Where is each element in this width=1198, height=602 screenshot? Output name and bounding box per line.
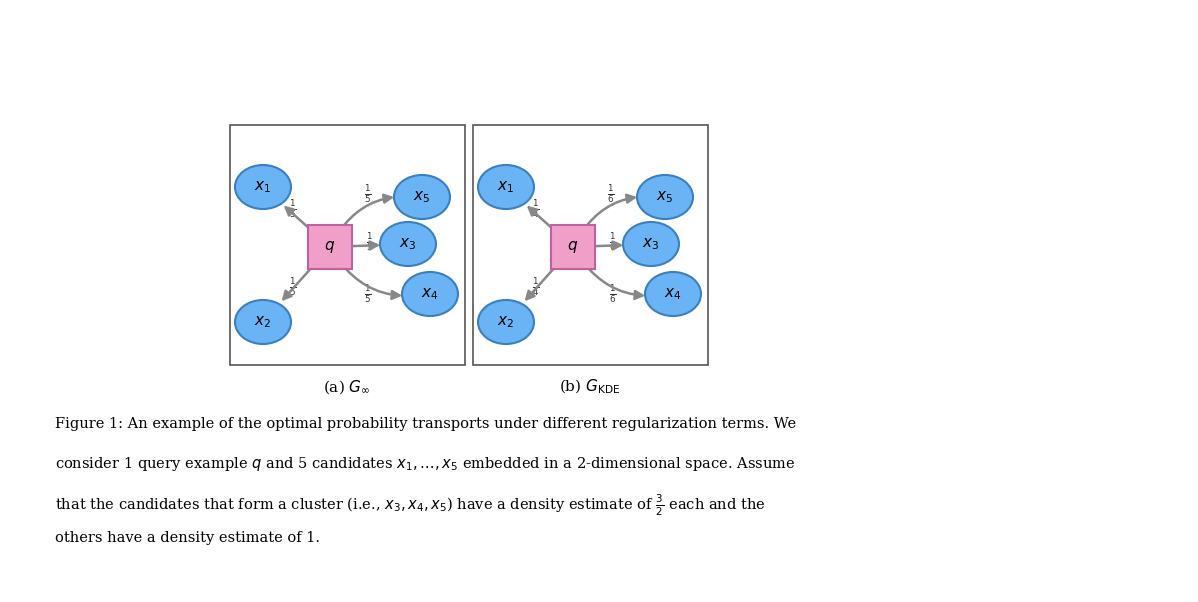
Text: that the candidates that form a cluster (i.e., $x_3,x_4,x_5$) have a density est: that the candidates that form a cluster … [55,493,766,518]
Text: $x_4$: $x_4$ [422,286,438,302]
Text: $x_1$: $x_1$ [254,179,272,195]
Text: $\frac{1}{5}$: $\frac{1}{5}$ [364,183,371,205]
Text: (b) $G_{\mathrm{KDE}}$: (b) $G_{\mathrm{KDE}}$ [559,378,621,396]
Ellipse shape [623,222,679,266]
Text: $x_5$: $x_5$ [657,189,673,205]
Text: $x_3$: $x_3$ [642,236,660,252]
Bar [308,225,352,269]
Text: $\frac{1}{6}$: $\frac{1}{6}$ [610,231,617,253]
Bar [230,125,465,365]
Ellipse shape [394,175,450,219]
Text: $\frac{1}{5}$: $\frac{1}{5}$ [367,231,374,253]
Text: $q$: $q$ [325,239,335,255]
Text: $\frac{1}{4}$: $\frac{1}{4}$ [532,198,540,220]
Text: $\frac{1}{5}$: $\frac{1}{5}$ [364,283,371,305]
Text: $x_4$: $x_4$ [664,286,682,302]
Text: $x_5$: $x_5$ [413,189,430,205]
Bar [473,125,708,365]
Text: (a) $G_{\infty}$: (a) $G_{\infty}$ [323,378,370,396]
Text: $\frac{1}{6}$: $\frac{1}{6}$ [607,183,615,205]
Text: $q$: $q$ [568,239,579,255]
Ellipse shape [478,300,534,344]
Ellipse shape [645,272,701,316]
Text: $x_3$: $x_3$ [399,236,417,252]
Ellipse shape [637,175,692,219]
Ellipse shape [235,165,291,209]
Text: $x_2$: $x_2$ [254,314,272,330]
Ellipse shape [478,165,534,209]
Ellipse shape [380,222,436,266]
Text: others have a density estimate of 1.: others have a density estimate of 1. [55,531,320,545]
Ellipse shape [235,300,291,344]
Text: $\frac{1}{5}$: $\frac{1}{5}$ [289,276,297,298]
Text: $\frac{1}{4}$: $\frac{1}{4}$ [532,276,540,298]
Text: $x_1$: $x_1$ [497,179,515,195]
Text: $\frac{1}{6}$: $\frac{1}{6}$ [610,283,617,305]
Text: consider 1 query example $q$ and 5 candidates $x_1,\ldots,x_5$ embedded in a 2-d: consider 1 query example $q$ and 5 candi… [55,455,795,473]
Text: $\frac{1}{5}$: $\frac{1}{5}$ [289,198,297,220]
Text: $x_2$: $x_2$ [497,314,515,330]
Bar [551,225,595,269]
Text: Figure 1: An example of the optimal probability transports under different regul: Figure 1: An example of the optimal prob… [55,417,797,431]
Ellipse shape [403,272,458,316]
